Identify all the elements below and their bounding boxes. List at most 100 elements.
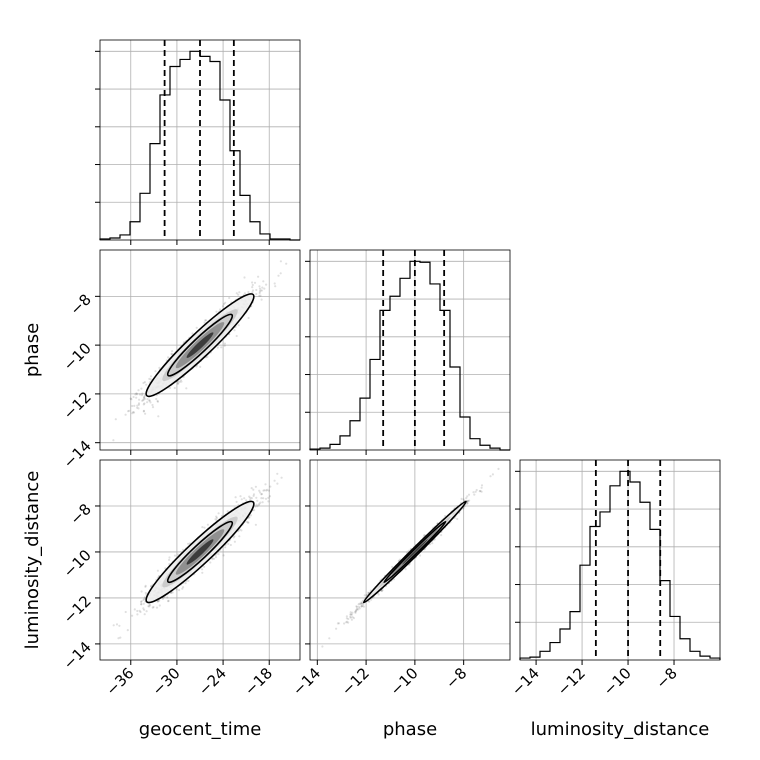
sample-point	[273, 479, 276, 482]
panel-frame	[309, 459, 511, 661]
sample-point	[215, 515, 218, 518]
sample-point	[168, 556, 171, 559]
histogram-step-line	[99, 50, 300, 241]
sample-point	[404, 568, 407, 571]
sample-point	[151, 403, 154, 407]
sample-point	[130, 398, 133, 401]
sample-point	[254, 505, 257, 508]
sample-point	[222, 554, 225, 557]
histogram-panel-luminosity_distance: −14 −12 −10 −8	[508, 459, 721, 699]
sample-point	[139, 610, 142, 614]
sample-point	[167, 356, 170, 359]
sample-point	[143, 613, 146, 616]
sample-point	[250, 487, 253, 490]
sample-point	[360, 601, 363, 604]
contour-line	[362, 500, 467, 604]
sample-point	[215, 516, 218, 520]
sample-point	[247, 521, 250, 524]
sample-point	[143, 596, 146, 599]
sample-point	[250, 497, 253, 500]
sample-point	[219, 308, 222, 311]
sample-point	[224, 301, 227, 304]
sample-point	[354, 610, 357, 613]
sample-point	[360, 605, 363, 608]
sample-point	[349, 613, 353, 616]
sample-point	[363, 594, 366, 597]
sample-point	[144, 412, 147, 415]
sample-point	[357, 605, 361, 609]
sample-point	[261, 501, 264, 504]
x-tick-label: −12	[554, 664, 589, 699]
panel-frame	[309, 249, 511, 451]
sample-point	[264, 483, 267, 486]
sample-point	[142, 409, 146, 412]
sample-point	[112, 624, 115, 627]
sample-point	[127, 410, 130, 413]
x-tick-label: −8	[652, 664, 680, 692]
sample-point	[140, 394, 144, 397]
sample-point	[135, 393, 139, 396]
sample-point	[136, 406, 139, 409]
sample-point	[168, 558, 171, 562]
sample-point	[171, 353, 174, 356]
sample-point	[260, 497, 263, 500]
sample-point	[361, 604, 364, 608]
sample-point	[233, 329, 236, 332]
sample-point	[142, 381, 145, 385]
sample-point	[180, 380, 183, 383]
sample-point	[265, 283, 268, 286]
density-level	[186, 539, 214, 565]
sample-point	[252, 494, 255, 497]
sample-point	[259, 294, 262, 297]
sample-point	[489, 475, 492, 478]
sample-point	[480, 484, 484, 487]
sample-point	[143, 397, 147, 400]
scatter-content	[112, 472, 283, 640]
y-tick-label: −8	[66, 290, 94, 318]
sample-point	[182, 586, 185, 589]
sample-point	[279, 260, 282, 263]
sample-point	[143, 597, 146, 601]
sample-point	[133, 404, 136, 407]
sample-point	[216, 346, 219, 349]
sample-point	[217, 512, 220, 515]
scatter-panel-geocent_time-phase: −14 −12 −10 −8	[60, 249, 301, 472]
sample-point	[124, 413, 127, 416]
sample-point	[337, 622, 341, 625]
sample-point	[466, 495, 469, 498]
sample-point	[232, 536, 235, 539]
sample-point	[248, 516, 251, 519]
sample-point	[157, 415, 160, 418]
sample-point	[465, 502, 469, 505]
panel-background	[520, 460, 720, 660]
sample-point	[206, 523, 209, 526]
sample-point	[370, 598, 373, 601]
sample-point	[158, 366, 161, 369]
sample-point	[277, 274, 280, 277]
y-tick-label: −10	[60, 546, 95, 581]
sample-point	[142, 403, 145, 406]
sample-point	[423, 534, 426, 537]
sample-point	[246, 521, 249, 524]
sample-point	[129, 397, 132, 400]
sample-point	[144, 584, 147, 587]
sample-point	[140, 590, 143, 593]
sample-point	[151, 406, 155, 409]
sample-point	[237, 293, 240, 296]
sample-point	[135, 396, 138, 399]
sample-point	[215, 310, 218, 313]
sample-point	[137, 389, 140, 392]
sample-point	[440, 534, 443, 537]
sample-point	[226, 510, 229, 513]
sample-point	[259, 289, 262, 292]
sample-point	[264, 497, 268, 500]
sample-point	[131, 614, 134, 617]
sample-point	[141, 392, 144, 395]
sample-point	[142, 607, 145, 610]
panel-frame	[99, 39, 301, 241]
histogram-panel-phase	[305, 249, 511, 455]
sample-point	[253, 281, 257, 284]
sample-point	[263, 287, 266, 290]
sample-point	[257, 275, 260, 278]
